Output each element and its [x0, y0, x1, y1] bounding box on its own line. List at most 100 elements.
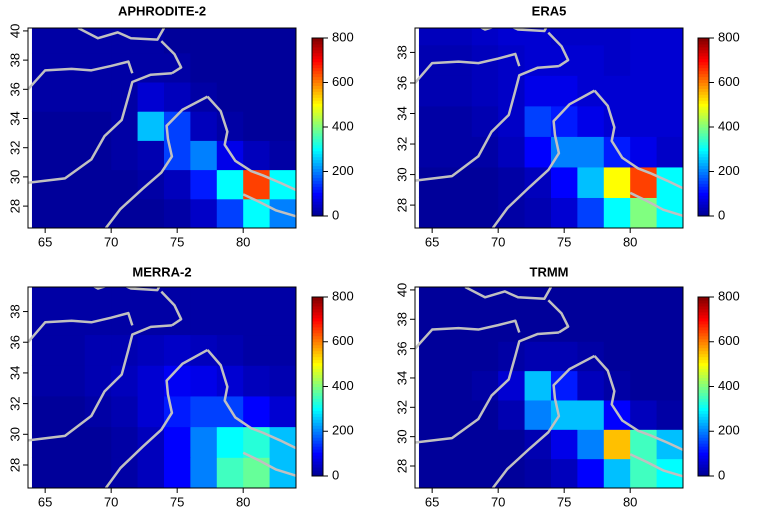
colorbar-step [698, 61, 709, 66]
heat-cell [577, 166, 605, 198]
colorbar-step [312, 213, 323, 217]
country-border [104, 348, 209, 488]
colorbar-step [698, 174, 709, 178]
colorbar-step [312, 461, 323, 465]
heat-cell [137, 82, 165, 112]
heat-cell [216, 334, 244, 366]
colorbar-tick-label: 800 [332, 29, 354, 44]
colorbar-step [312, 55, 323, 60]
y-tick-label: 28 [7, 458, 22, 472]
colorbar-step [312, 326, 323, 331]
heat-cell [445, 136, 473, 168]
heat-cell [31, 395, 59, 428]
colorbar-step [312, 458, 323, 462]
colorbar-step [698, 383, 709, 387]
colorbar-step [698, 115, 709, 119]
colorbar-step [698, 121, 709, 125]
heat-cell [418, 458, 446, 488]
colorbar-step [312, 171, 323, 175]
colorbar-step [698, 338, 709, 343]
heat-cell [445, 458, 473, 488]
colorbar-step [698, 401, 709, 405]
heat-cell [630, 399, 658, 430]
y-tick-label: 32 [7, 396, 22, 410]
heat-cell [630, 341, 658, 372]
x-tick-label: 70 [491, 234, 505, 249]
heat-cell [84, 169, 112, 200]
colorbar-step [312, 94, 323, 98]
panel-title: TRMM [530, 264, 569, 279]
heat-cell [471, 287, 499, 313]
plot-frame [27, 286, 297, 489]
colorbar-step [698, 302, 709, 307]
colorbar-step [312, 362, 323, 367]
heat-cell [216, 169, 244, 200]
heat-cell [656, 136, 683, 168]
heat-cell [216, 28, 244, 54]
colorbar-step [312, 365, 323, 370]
colorbar-step [312, 49, 323, 54]
colorbar-step [698, 350, 709, 355]
x-tick-label: 80 [623, 234, 637, 249]
colorbar-tick-label: 200 [718, 423, 740, 438]
colorbar-step [698, 58, 709, 63]
heat-cell [269, 28, 296, 54]
heat-cell [190, 82, 218, 112]
heat-cell [524, 136, 552, 168]
x-tick-label: 65 [425, 234, 439, 249]
country-border [415, 331, 559, 444]
colorbar-step [698, 359, 709, 364]
heat-cell [603, 287, 631, 313]
colorbar-tick-label: 400 [332, 378, 354, 393]
colorbar-tick-label: 0 [718, 467, 725, 482]
heat-cell [630, 75, 658, 107]
heat-cell [190, 334, 218, 366]
colorbar-step [698, 407, 709, 411]
heat-cell [630, 287, 658, 313]
heat-cell [269, 52, 296, 83]
x-tick-label: 70 [491, 494, 505, 509]
heat-cell [577, 28, 605, 46]
heat-cell [656, 105, 683, 137]
country-border [415, 64, 559, 182]
colorbar-step [698, 112, 709, 116]
country-border [491, 89, 596, 228]
heat-cell [471, 28, 499, 46]
heat-cell [445, 105, 473, 137]
heat-cell [418, 341, 446, 372]
colorbar-step [312, 73, 323, 78]
colorbar-step [312, 386, 323, 390]
heat-cell [418, 105, 446, 137]
country-border [242, 451, 296, 477]
colorbar-step [698, 297, 709, 301]
colorbar-step [698, 204, 709, 208]
heat-cell [84, 28, 112, 54]
heat-cell [84, 111, 112, 141]
colorbar-step [698, 118, 709, 122]
colorbar-step [312, 174, 323, 178]
colorbar-step [698, 40, 709, 45]
colorbar-step [698, 49, 709, 54]
colorbar-step [312, 317, 323, 322]
heat-cell [58, 28, 86, 54]
colorbar-step [698, 177, 709, 181]
colorbar-step [698, 452, 709, 456]
colorbar-step [312, 344, 323, 349]
heat-cell [471, 166, 499, 198]
heat-cell [137, 198, 165, 228]
colorbar-step [698, 127, 709, 131]
heat-cell [630, 429, 658, 460]
country-border [629, 453, 683, 478]
colorbar-step [312, 305, 323, 310]
colorbar-step [698, 73, 709, 78]
heat-cell [471, 197, 499, 228]
colorbar-step [312, 183, 323, 187]
heat-cell [84, 365, 112, 397]
heat-cell [550, 166, 578, 198]
y-tick-label: 36 [394, 76, 409, 90]
heat-cell [524, 28, 552, 46]
heat-cell [269, 287, 296, 305]
country-border [242, 193, 296, 218]
colorbar-step [312, 422, 323, 426]
colorbar-step [312, 347, 323, 352]
